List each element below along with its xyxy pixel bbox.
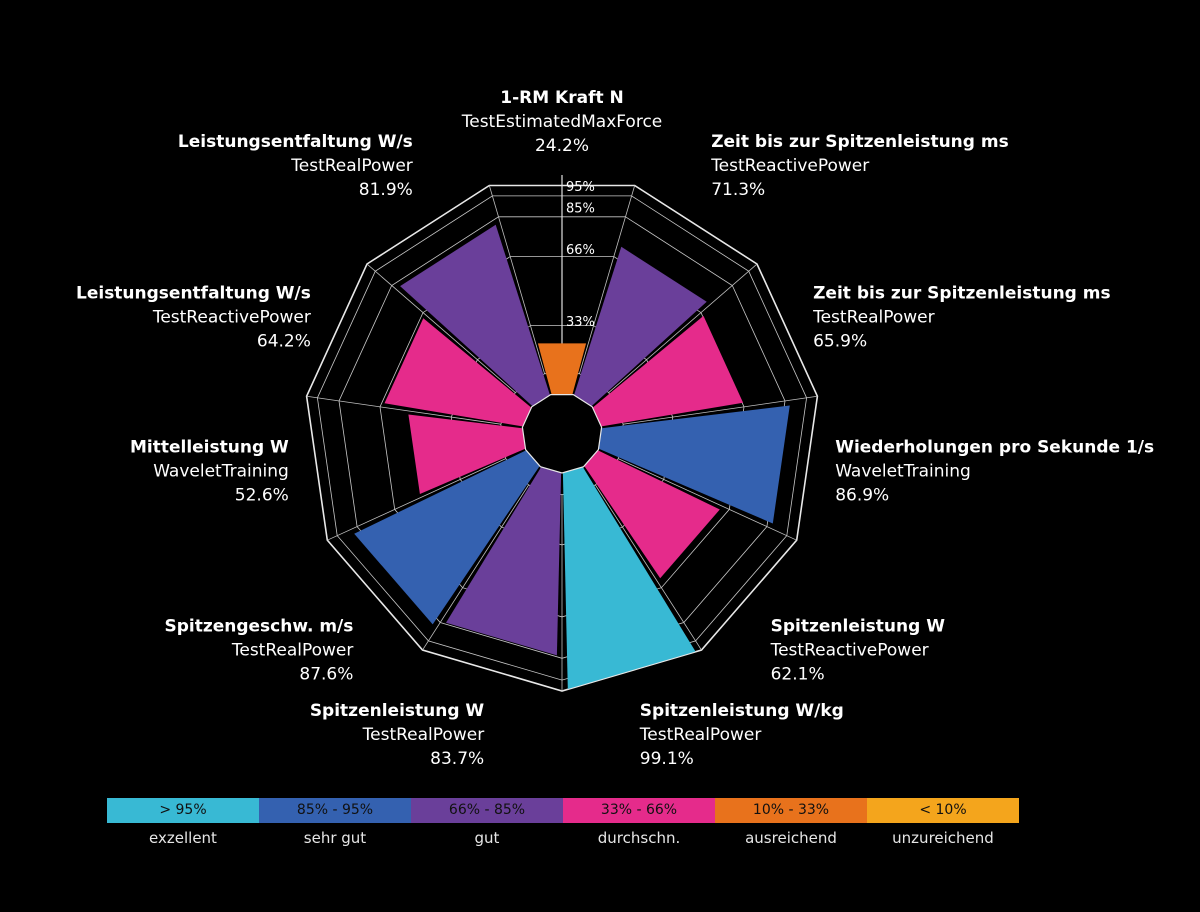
category-label-1: Zeit bis zur Spitzenleistung ms TestReact… — [710, 132, 1009, 200]
bar-8 — [408, 414, 526, 494]
category-value: 83.7% — [430, 749, 484, 769]
legend-swatch: 66% - 85% — [411, 798, 563, 823]
category-value: 52.6% — [235, 485, 289, 505]
legend-swatch: 10% - 33% — [715, 798, 867, 823]
grid-spoke — [488, 185, 545, 374]
category-value: 86.9% — [835, 485, 889, 505]
legend-label: unzureichend — [892, 829, 994, 847]
category-value: 87.6% — [299, 665, 353, 685]
category-test: TestRealPower — [812, 307, 935, 327]
legend-swatch: > 95% — [107, 798, 259, 823]
ring-label: 66% — [566, 243, 595, 258]
category-value: 65.9% — [813, 331, 867, 351]
legend-swatch: < 10% — [867, 798, 1019, 823]
category-label-8: Mittelleistung W WaveletTraining 52.6% — [130, 437, 289, 505]
bar-7 — [354, 450, 540, 625]
grid-spoke — [595, 484, 702, 651]
legend-label: gut — [474, 829, 500, 847]
category-title: Spitzenleistung W/kg — [640, 701, 844, 721]
grid-spoke — [579, 185, 636, 374]
grid-ring — [305, 184, 819, 692]
category-label-2: Zeit bis zur Spitzenleistung ms TestRealP… — [812, 283, 1111, 351]
category-test: WaveletTraining — [153, 461, 289, 481]
bar-5 — [562, 467, 696, 689]
grid-spoke — [422, 484, 529, 651]
center-hub — [521, 394, 603, 474]
bar-10 — [400, 224, 550, 407]
legend-swatch: 85% - 95% — [259, 798, 411, 823]
grid-ring — [338, 216, 786, 659]
category-label-4: Spitzenleistung W TestReactivePower 62.1% — [770, 617, 946, 685]
category-title: Leistungsentfaltung W/s — [178, 132, 413, 152]
category-test: TestReactivePower — [770, 641, 929, 661]
category-label-9: Leistungsentfaltung W/s TestReactivePower… — [76, 283, 311, 351]
category-title: Wiederholungen pro Sekunde 1/s — [835, 437, 1154, 457]
category-label-5: Spitzenleistung W/kg TestRealPower 99.1% — [639, 701, 844, 769]
grid-spoke — [306, 395, 501, 425]
category-value: 24.2% — [535, 136, 589, 156]
category-title: 1-RM Kraft N — [500, 88, 624, 108]
category-test: TestRealPower — [231, 641, 354, 661]
ring-label: 85% — [566, 202, 595, 217]
category-title: Spitzenleistung W — [771, 617, 946, 637]
legend: > 95% exzellent 85% - 95% sehr gut 66% -… — [107, 798, 1019, 847]
grid-spoke — [623, 395, 818, 425]
bar-2 — [592, 315, 744, 427]
legend-item-insufficient: < 10% unzureichend — [867, 798, 1019, 847]
legend-item-sufficient: 10% - 33% ausreichend — [715, 798, 867, 847]
bar-0 — [537, 343, 587, 395]
bar-3 — [598, 405, 790, 524]
bar-1 — [574, 246, 707, 407]
grid-spoke — [366, 263, 516, 393]
category-label-10: Leistungsentfaltung W/s TestRealPower 81.9… — [178, 132, 413, 200]
ring-label: 95% — [566, 180, 595, 195]
category-value: 62.1% — [771, 665, 825, 685]
category-title: Leistungsentfaltung W/s — [76, 283, 311, 303]
category-test: WaveletTraining — [835, 461, 971, 481]
grid-spoke — [618, 458, 797, 541]
bar-4 — [584, 450, 720, 579]
category-label-6: Spitzenleistung W TestRealPower 83.7% — [310, 701, 485, 769]
legend-item-very-good: 85% - 95% sehr gut — [259, 798, 411, 847]
category-test: TestReactivePower — [710, 156, 869, 176]
category-value: 71.3% — [711, 180, 765, 200]
category-title: Mittelleistung W — [130, 437, 289, 457]
category-test: TestRealPower — [362, 725, 485, 745]
category-test: TestEstimatedMaxForce — [461, 112, 663, 132]
legend-item-good: 66% - 85% gut — [411, 798, 563, 847]
category-label-7: Spitzengeschw. m/s TestRealPower 87.6% — [164, 617, 353, 685]
category-label-0: 1-RM Kraft N TestEstimatedMaxForce 24.2% — [461, 88, 663, 156]
legend-item-average: 33% - 66% durchschn. — [563, 798, 715, 847]
category-title: Zeit bis zur Spitzenleistung ms — [813, 283, 1111, 303]
category-title: Spitzenleistung W — [310, 701, 485, 721]
category-value: 99.1% — [640, 749, 694, 769]
category-label-3: Wiederholungen pro Sekunde 1/s WaveletTra… — [835, 437, 1154, 505]
legend-swatch: 33% - 66% — [563, 798, 715, 823]
category-test: TestRealPower — [290, 156, 413, 176]
grid-spoke — [608, 263, 758, 393]
bar-6 — [446, 467, 562, 656]
category-test: TestReactivePower — [152, 307, 311, 327]
legend-item-excellent: > 95% exzellent — [107, 798, 259, 847]
legend-label: durchschn. — [597, 829, 681, 847]
category-test: TestRealPower — [639, 725, 762, 745]
ring-label: 33% — [566, 315, 595, 330]
legend-label: sehr gut — [303, 829, 367, 847]
grid-spoke — [327, 458, 506, 541]
category-value: 64.2% — [257, 331, 311, 351]
bar-9 — [384, 318, 532, 427]
legend-label: ausreichend — [745, 829, 837, 847]
legend-label: exzellent — [149, 829, 217, 847]
category-title: Spitzengeschw. m/s — [164, 617, 353, 637]
category-value: 81.9% — [359, 180, 413, 200]
category-title: Zeit bis zur Spitzenleistung ms — [711, 132, 1009, 152]
grid-ring — [316, 195, 808, 681]
